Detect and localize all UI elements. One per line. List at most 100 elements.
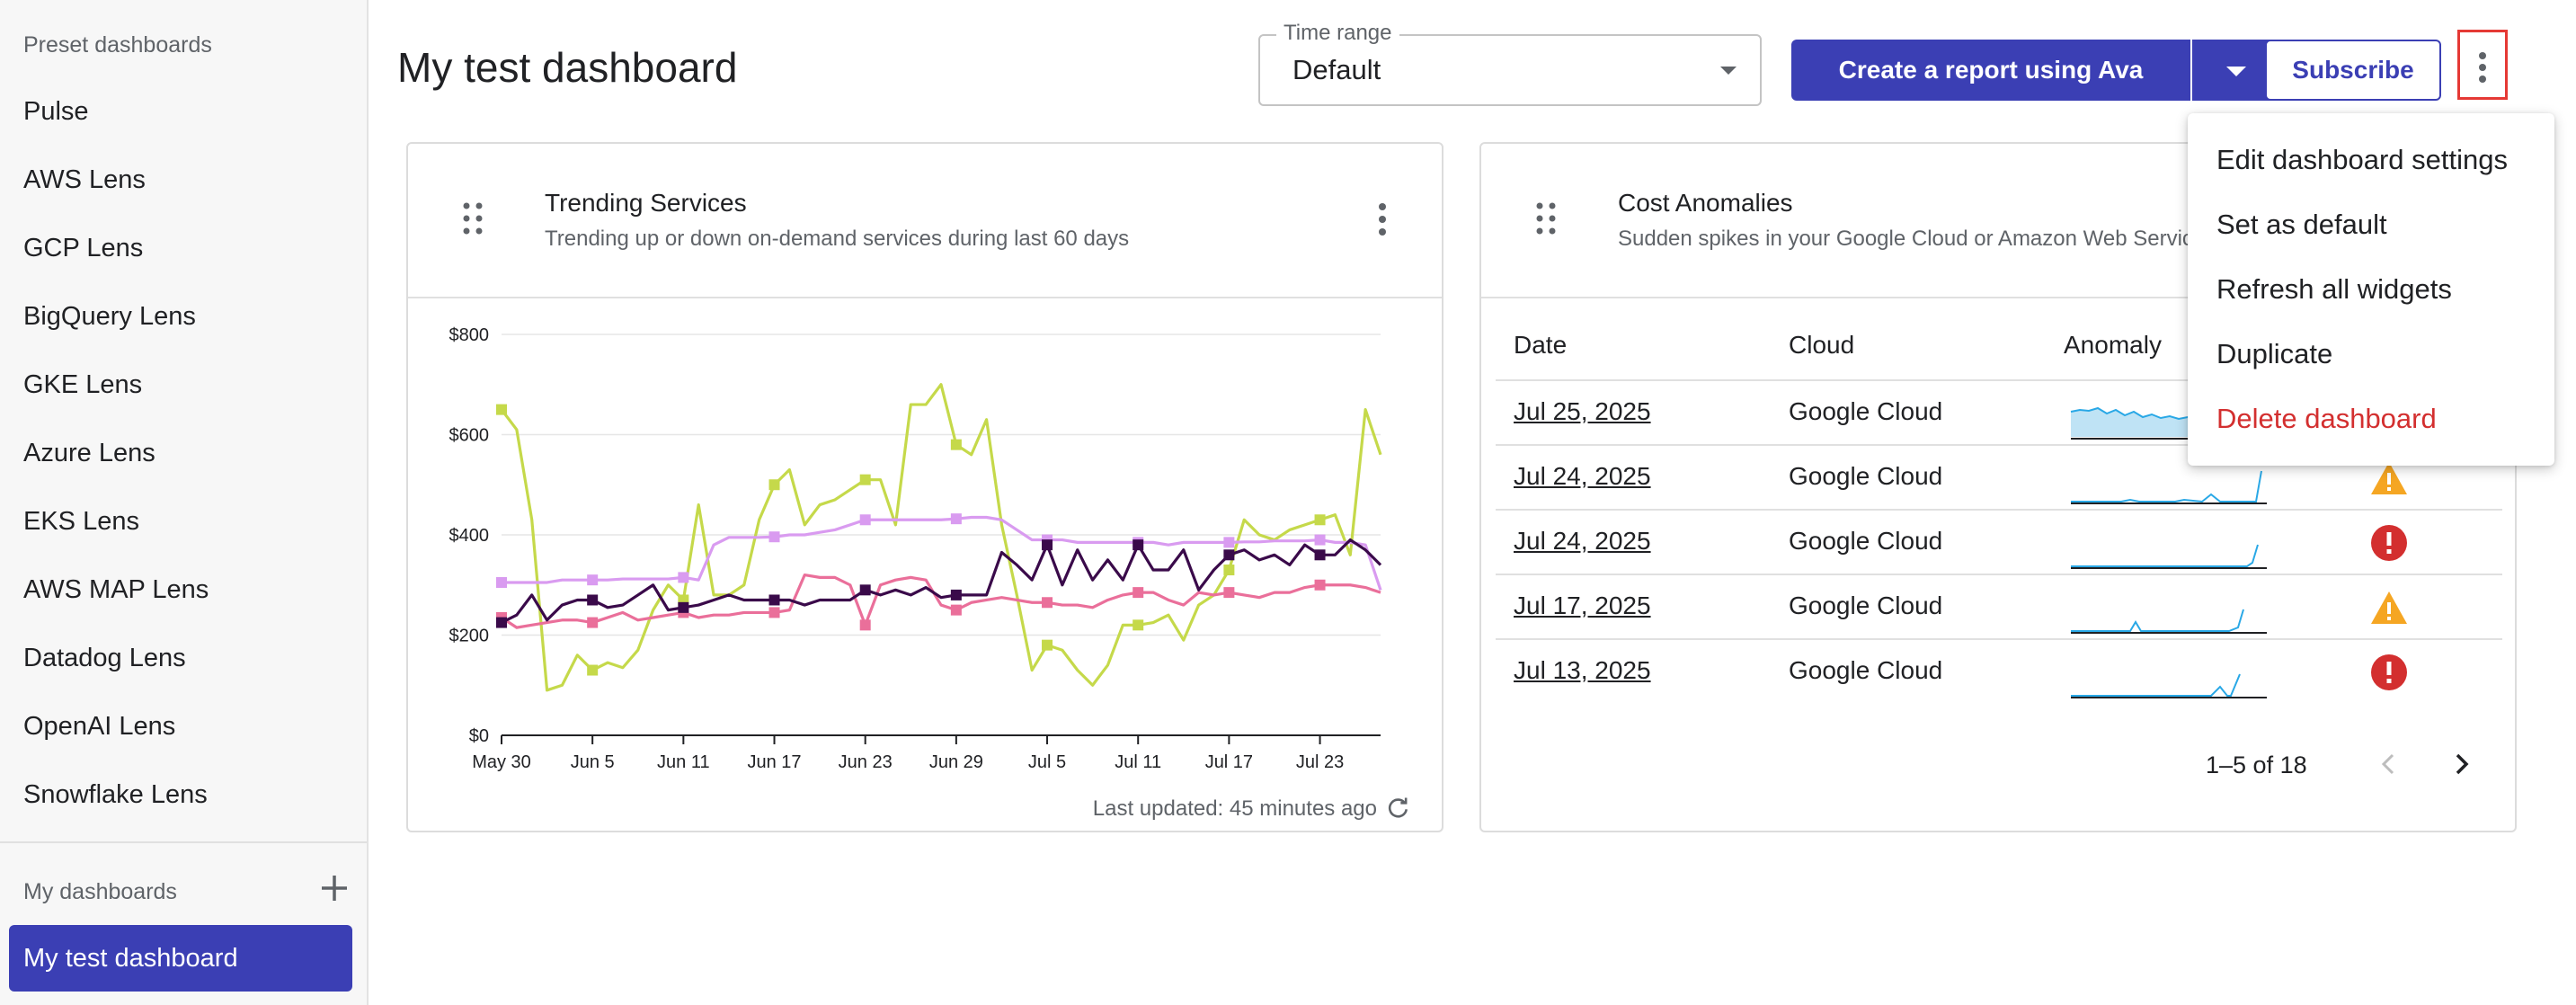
refresh-icon[interactable] <box>1386 795 1411 820</box>
series-marker <box>496 617 507 628</box>
series-marker <box>1314 514 1326 526</box>
column-header-cloud[interactable]: Cloud <box>1789 331 1855 359</box>
series-marker <box>1314 534 1326 546</box>
sidebar-item-gcp-lens[interactable]: GCP Lens <box>23 234 144 262</box>
series-marker <box>859 514 871 526</box>
table-row[interactable]: Jul 25, 2025 Google Cloud <box>1496 379 2502 446</box>
series-marker <box>678 601 689 613</box>
more-vert-icon[interactable] <box>1373 201 1391 237</box>
sidebar-item-datadog-lens[interactable]: Datadog Lens <box>23 644 186 672</box>
x-tick-label: Jul 17 <box>1205 752 1253 772</box>
series-marker <box>768 594 780 606</box>
column-header-date[interactable]: Date <box>1514 331 1568 359</box>
series-marker <box>1223 549 1235 561</box>
drag-handle-icon[interactable] <box>462 201 484 236</box>
menu-item-duplicate[interactable]: Duplicate <box>2216 338 2333 369</box>
sparkline-line <box>2071 673 2241 697</box>
y-tick-label: $600 <box>449 426 490 446</box>
sidebar-item-bigquery-lens[interactable]: BigQuery Lens <box>23 302 196 331</box>
series-marker <box>587 574 599 586</box>
anomaly-date-link[interactable]: Jul 13, 2025 <box>1514 656 1651 684</box>
menu-item-refresh-widgets[interactable]: Refresh all widgets <box>2216 273 2452 305</box>
table-row[interactable]: Jul 13, 2025 Google Cloud <box>1496 638 2502 705</box>
sidebar-item-pulse[interactable]: Pulse <box>23 97 89 126</box>
series-marker <box>1042 639 1053 651</box>
sidebar-item-aws-lens[interactable]: AWS Lens <box>23 165 146 194</box>
trending-services-widget: Trending Services Trending up or down on… <box>406 142 1443 832</box>
series-marker <box>1133 619 1144 631</box>
menu-item-set-default[interactable]: Set as default <box>2216 209 2387 240</box>
more-options-button[interactable] <box>2457 30 2508 100</box>
widget-title: Trending Services <box>545 189 747 217</box>
series-marker <box>950 604 962 616</box>
warning-icon <box>2371 591 2407 624</box>
sidebar-item-my-test-dashboard[interactable]: My test dashboard <box>9 925 352 992</box>
series-marker <box>587 594 599 606</box>
table-row[interactable]: Jul 24, 2025 Google Cloud <box>1496 509 2502 575</box>
series-marker <box>950 513 962 525</box>
chevron-left-icon[interactable] <box>2373 748 2405 780</box>
menu-item-edit-settings[interactable]: Edit dashboard settings <box>2216 144 2508 175</box>
more-vert-icon <box>2479 52 2486 59</box>
anomaly-date-link[interactable]: Jul 17, 2025 <box>1514 591 1651 619</box>
add-dashboard-icon[interactable] <box>316 870 352 906</box>
anomaly-cloud: Google Cloud <box>1789 656 1943 684</box>
create-report-button[interactable]: Create a report using Ava <box>1791 40 2190 101</box>
anomaly-date-link[interactable]: Jul 24, 2025 <box>1514 462 1651 490</box>
widget-header-divider <box>408 297 1442 298</box>
time-range-value: Default <box>1292 54 1381 85</box>
series-marker <box>1314 579 1326 591</box>
x-tick-label: Jun 11 <box>657 752 710 772</box>
sidebar-item-gke-lens[interactable]: GKE Lens <box>23 370 143 399</box>
series-marker <box>950 439 962 450</box>
series-marker <box>678 572 689 583</box>
column-header-anomaly[interactable]: Anomaly <box>2064 331 2162 359</box>
anomaly-sparkline <box>2071 470 2267 504</box>
anomaly-cloud: Google Cloud <box>1789 527 1943 555</box>
y-tick-label: $800 <box>449 325 490 345</box>
series-marker <box>1314 549 1326 561</box>
series-marker <box>1223 537 1235 548</box>
anomaly-sparkline <box>2071 544 2267 569</box>
series-marker <box>587 617 599 628</box>
x-tick-label: Jun 29 <box>929 752 983 772</box>
sparkline-line <box>2071 544 2259 567</box>
series-marker <box>1133 539 1144 551</box>
menu-item-delete-dashboard[interactable]: Delete dashboard <box>2216 403 2437 434</box>
series-marker <box>859 474 871 485</box>
anomaly-date-link[interactable]: Jul 25, 2025 <box>1514 397 1651 425</box>
series-marker <box>768 607 780 618</box>
sidebar-item-aws-map-lens[interactable]: AWS MAP Lens <box>23 575 209 604</box>
sidebar-item-snowflake-lens[interactable]: Snowflake Lens <box>23 780 208 809</box>
x-tick-label: Jul 11 <box>1115 752 1161 772</box>
table-row[interactable]: Jul 17, 2025 Google Cloud <box>1496 574 2502 640</box>
dashboard-options-menu: Edit dashboard settings Set as default R… <box>2188 113 2554 466</box>
series-marker <box>587 664 599 676</box>
time-range-label: Time range <box>1276 21 1399 46</box>
x-tick-label: Jun 5 <box>571 752 615 772</box>
widget-header-divider <box>1481 297 2515 298</box>
series-marker <box>768 479 780 491</box>
chevron-right-icon[interactable] <box>2445 748 2477 780</box>
sidebar-divider <box>0 841 367 843</box>
sidebar-item-eks-lens[interactable]: EKS Lens <box>23 507 139 536</box>
error-icon <box>2371 525 2407 561</box>
series-marker <box>1042 539 1053 551</box>
sparkline-line <box>2071 470 2262 503</box>
table-row[interactable]: Jul 24, 2025 Google Cloud <box>1496 444 2502 511</box>
series-marker <box>496 576 507 588</box>
trending-services-chart: $0 $200 $400 $600 $800 May 30 Jun 5 Jun 11 Jun 1… <box>449 325 1382 772</box>
y-tick-label: $0 <box>469 726 489 746</box>
subscribe-button[interactable]: Subscribe <box>2265 40 2441 101</box>
widget-subtitle: Sudden spikes in your Google Cloud or Am… <box>1618 227 2216 251</box>
drag-handle-icon[interactable] <box>1535 201 1557 236</box>
series-marker <box>1223 565 1235 576</box>
y-tick-label: $200 <box>449 627 490 646</box>
anomaly-cloud: Google Cloud <box>1789 591 1943 619</box>
series-marker <box>1223 587 1235 599</box>
sidebar-item-openai-lens[interactable]: OpenAI Lens <box>23 712 176 741</box>
anomaly-date-link[interactable]: Jul 24, 2025 <box>1514 527 1651 555</box>
time-range-select[interactable]: Time range Default <box>1258 21 1762 106</box>
sidebar-item-azure-lens[interactable]: Azure Lens <box>23 439 155 467</box>
widget-subtitle: Trending up or down on-demand services d… <box>545 227 1130 251</box>
